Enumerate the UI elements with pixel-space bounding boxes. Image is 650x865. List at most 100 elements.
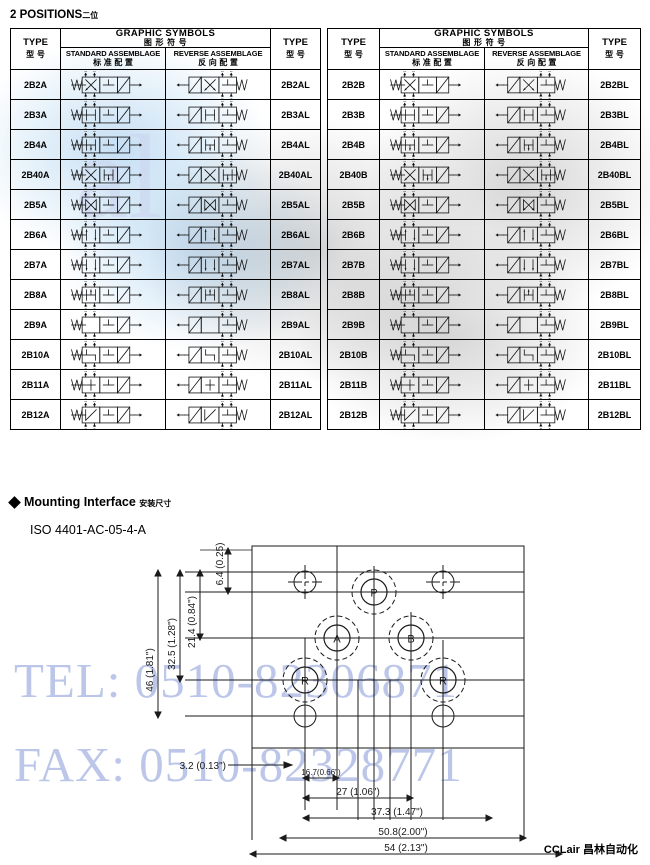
svg-text:T: T [93, 218, 96, 219]
table-row: 2B10B A B P T A B P T 2B10BL [327, 339, 641, 371]
svg-text:T: T [230, 158, 233, 159]
svg-text:T: T [412, 428, 415, 429]
type-cell-left: 2B40B [327, 159, 380, 191]
header-graphic-en: GRAPHIC SYMBOLS [434, 28, 534, 39]
svg-text:A: A [540, 251, 543, 253]
symbol-cell-standard: A B P T [60, 159, 166, 191]
svg-text:B: B [230, 191, 233, 193]
valve-symbol-reverse-icon: A B P T [166, 310, 270, 339]
valve-symbol-standard-icon: A B P T [380, 100, 484, 129]
valve-symbol-reverse-icon: A B P T [485, 130, 588, 159]
svg-text:P: P [540, 248, 543, 249]
table-row: 2B5B A B P T A B P T 2B5BL [327, 189, 641, 221]
svg-text:T: T [548, 428, 551, 429]
svg-text:B: B [230, 311, 233, 313]
valve-symbol-reverse-icon: A B P T [485, 220, 588, 249]
svg-text:B: B [93, 311, 96, 313]
valve-symbol-standard-icon: A B P T [380, 370, 484, 399]
svg-text:P: P [540, 428, 543, 429]
svg-text:A: A [403, 401, 406, 403]
valve-symbol-reverse-icon: A B P T [166, 70, 270, 99]
type-cell-right: 2B6AL [270, 219, 321, 251]
svg-text:T: T [548, 368, 551, 369]
svg-text:T: T [412, 368, 415, 369]
table-row: 2B6A A B P T A B P T 2B6AL [10, 219, 321, 251]
valve-symbol-standard-icon: A B P T [380, 400, 484, 429]
valve-symbol-standard-icon: A B P T [380, 70, 484, 99]
svg-text:B: B [412, 341, 415, 343]
svg-text:B: B [93, 281, 96, 283]
svg-text:A: A [221, 191, 224, 193]
dimension-label-6-4: 6.4 (0.25) [215, 543, 226, 586]
svg-text:B: B [548, 221, 551, 223]
svg-text:T: T [230, 98, 233, 99]
valve-symbol-reverse-icon: A B P T [485, 160, 588, 189]
symbol-cell-standard: A B P T [379, 159, 485, 191]
symbol-cell-standard: A B P T [379, 249, 485, 281]
type-cell-right: 2B11BL [588, 369, 641, 401]
svg-text:P: P [403, 128, 406, 129]
svg-text:A: A [540, 161, 543, 163]
type-cell-right: 2B9BL [588, 309, 641, 341]
valve-symbol-standard-icon: A B P T [61, 160, 165, 189]
type-cell-right: 2B40BL [588, 159, 641, 191]
valve-symbol-reverse-icon: A B P T [485, 340, 588, 369]
symbol-cell-standard: A B P T [60, 369, 166, 401]
svg-text:B: B [548, 311, 551, 313]
type-cell-left: 2B7B [327, 249, 380, 281]
svg-text:T: T [548, 308, 551, 309]
symbol-cell-reverse: A B P T [165, 219, 271, 251]
symbol-cell-reverse: A B P T [165, 69, 271, 101]
svg-text:T: T [93, 188, 96, 189]
valve-symbol-standard-icon: A B P T [61, 280, 165, 309]
table-row: 2B2A A B P T A B P T 2B2AL [10, 69, 321, 101]
type-cell-right: 2B2BL [588, 69, 641, 101]
svg-text:P: P [84, 128, 87, 129]
svg-text:A: A [403, 101, 406, 103]
header-standard-cn: 标 准 配 置 [412, 57, 452, 67]
svg-text:A: A [221, 281, 224, 283]
header-type-right: TYPE 型 号 [270, 27, 321, 71]
svg-text:B: B [230, 221, 233, 223]
table-row: 2B11A A B P T A B P T 2B11AL [10, 369, 321, 401]
table-body: 2B2B A B P T A B P T 2B2BL 2B3B A B P T A B P T 2B3BL 2B4B A B… [327, 69, 641, 431]
symbol-cell-standard: A B P T [60, 189, 166, 221]
svg-text:T: T [230, 308, 233, 309]
valve-symbol-reverse-icon: A B P T [166, 130, 270, 159]
valve-symbol-standard-icon: A B P T [380, 160, 484, 189]
symbol-cell-reverse: A B P T [165, 369, 271, 401]
svg-text:P: P [403, 398, 406, 399]
symbol-cell-reverse: A B P T [165, 159, 271, 191]
type-cell-right: 2B8AL [270, 279, 321, 311]
symbol-cell-reverse: A B P T [484, 189, 589, 221]
symbol-cell-standard: A B P T [379, 69, 485, 101]
header-type-left: TYPE 型 号 [10, 27, 61, 71]
header-type-left-cn: 型 号 [344, 50, 363, 60]
svg-text:B: B [93, 191, 96, 193]
svg-text:P: P [221, 278, 224, 279]
svg-text:A: A [221, 221, 224, 223]
svg-text:A: A [221, 311, 224, 313]
svg-text:B: B [230, 101, 233, 103]
section-title-mounting-en: Mounting Interface [24, 495, 136, 509]
symbol-cell-reverse: A B P T [484, 399, 589, 431]
svg-text:P: P [403, 338, 406, 339]
valve-symbol-standard-icon: A B P T [380, 250, 484, 279]
svg-text:P: P [221, 158, 224, 159]
valve-symbol-standard-icon: A B P T [380, 340, 484, 369]
symbol-cell-reverse: A B P T [165, 399, 271, 431]
header-graphic-en: GRAPHIC SYMBOLS [115, 28, 216, 39]
svg-text:B: B [93, 371, 96, 373]
svg-text:A: A [84, 161, 87, 163]
header-type-left-en: TYPE [341, 37, 366, 49]
symbol-cell-standard: A B P T [379, 399, 485, 431]
svg-text:B: B [548, 101, 551, 103]
svg-text:T: T [412, 248, 415, 249]
svg-text:A: A [84, 311, 87, 313]
diamond-bullet-icon [8, 496, 21, 509]
dimension-label-27: 27 (1.06") [336, 787, 380, 798]
footer-branding: CCLair 昌林自动化 [544, 841, 638, 857]
svg-text:T: T [412, 278, 415, 279]
symbol-cell-standard: A B P T [60, 339, 166, 371]
svg-text:B: B [412, 71, 415, 73]
